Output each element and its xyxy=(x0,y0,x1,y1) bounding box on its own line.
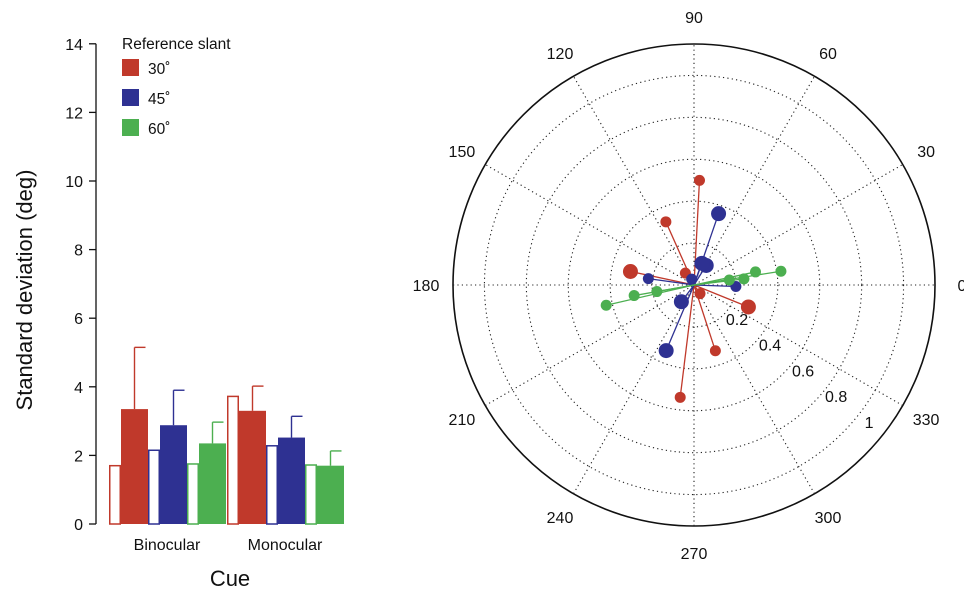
polar-spoke xyxy=(648,277,695,286)
angle-label: 300 xyxy=(815,510,842,527)
polar-point xyxy=(651,286,663,298)
polar-chart: 0 30 60 90 120 150 180 210 240 270 300 330 0.2 0.4 0.6… xyxy=(413,10,964,563)
filled-bar xyxy=(121,409,148,524)
polar-spoke xyxy=(693,279,730,286)
legend-swatch xyxy=(122,89,139,106)
open-bar xyxy=(109,464,121,525)
polar-point xyxy=(658,343,674,359)
angle-label: 90 xyxy=(685,10,703,27)
open-bar xyxy=(266,445,278,525)
radius-label: 0.2 xyxy=(726,312,748,329)
open-bar xyxy=(305,464,317,525)
y-tick-label: 2 xyxy=(74,448,83,465)
category-label: Monocular xyxy=(248,537,323,554)
polar-point xyxy=(749,266,761,278)
polar-point xyxy=(740,299,756,315)
filled-bar xyxy=(278,437,305,524)
polar-points xyxy=(600,174,787,403)
spoke xyxy=(485,164,903,406)
radius-label: 0.4 xyxy=(759,338,781,355)
radius-label: 0.8 xyxy=(825,389,847,406)
bar-chart: 0 2 4 6 8 10 12 14 Standard deviation (deg) Cue… xyxy=(12,36,344,590)
polar-point xyxy=(723,274,735,286)
legend-swatch xyxy=(122,119,139,136)
polar-point xyxy=(694,255,710,271)
polar-point xyxy=(674,391,686,403)
y-tick-label: 4 xyxy=(74,380,83,397)
filled-bar xyxy=(199,443,226,524)
polar-point xyxy=(660,216,672,228)
angle-label: 240 xyxy=(547,510,574,527)
y-tick-label: 6 xyxy=(74,311,83,328)
radius-ring xyxy=(609,200,779,370)
filled-bar xyxy=(160,425,187,524)
angle-label: 210 xyxy=(449,412,476,429)
angle-label: 330 xyxy=(913,412,940,429)
angle-label: 270 xyxy=(681,546,708,563)
legend-label: 60˚ xyxy=(148,121,170,138)
spoke xyxy=(573,76,815,494)
spoke xyxy=(573,76,815,494)
polar-spoke xyxy=(693,284,736,288)
polar-point xyxy=(775,265,787,277)
y-axis-label: Standard deviation (deg) xyxy=(12,170,37,411)
open-bar xyxy=(187,463,199,525)
polar-spoke xyxy=(693,180,701,286)
angle-label: 180 xyxy=(413,278,440,295)
polar-point xyxy=(694,288,706,300)
polar-spoke xyxy=(665,284,695,351)
polar-point xyxy=(709,345,721,357)
polar-spoke xyxy=(693,284,749,308)
polar-spoke xyxy=(606,284,695,306)
y-tick-label: 12 xyxy=(65,105,83,122)
legend-title: Reference slant xyxy=(122,36,231,53)
open-bar xyxy=(227,395,239,525)
bars: Binocular Monocular xyxy=(109,346,344,554)
bar-y-axis: 0 2 4 6 8 10 12 14 xyxy=(65,37,97,534)
filled-bar xyxy=(317,465,344,524)
polar-spoke xyxy=(679,284,695,398)
polar-point xyxy=(642,273,654,285)
y-tick-label: 14 xyxy=(65,37,83,54)
y-tick-label: 8 xyxy=(74,243,83,260)
category-label: Binocular xyxy=(134,537,201,554)
polar-point xyxy=(622,263,638,279)
polar-labels: 0 30 60 90 120 150 180 210 240 270 300 330 0.2 0.4 0.6… xyxy=(413,10,964,563)
radius-label: 1 xyxy=(865,415,874,432)
polar-point xyxy=(600,299,612,311)
radius-label: 0.6 xyxy=(792,363,814,380)
angle-label: 30 xyxy=(917,144,935,161)
angle-label: 120 xyxy=(547,46,574,63)
polar-point xyxy=(673,294,689,310)
y-tick-label: 10 xyxy=(65,174,83,191)
polar-point xyxy=(693,174,705,186)
polar-point xyxy=(628,290,640,302)
radius-ring xyxy=(567,158,821,412)
polar-point xyxy=(686,273,698,285)
polar-spoke xyxy=(630,270,695,286)
legend-swatch xyxy=(122,59,139,76)
open-bar xyxy=(148,449,160,525)
legend: Reference slant 30˚ 45˚ 60˚ xyxy=(122,36,231,138)
polar-point xyxy=(738,273,750,285)
polar-point xyxy=(711,206,727,222)
angle-label: 60 xyxy=(819,46,837,63)
angle-label: 0 xyxy=(958,278,964,295)
legend-label: 30˚ xyxy=(148,61,170,78)
filled-bar xyxy=(239,410,266,524)
legend-label: 45˚ xyxy=(148,91,170,108)
polar-grid xyxy=(452,43,936,527)
y-tick-label: 0 xyxy=(74,517,83,534)
spoke xyxy=(485,164,903,406)
x-axis-label: Cue xyxy=(210,566,250,590)
radius-ring xyxy=(483,74,905,496)
angle-label: 150 xyxy=(449,144,476,161)
